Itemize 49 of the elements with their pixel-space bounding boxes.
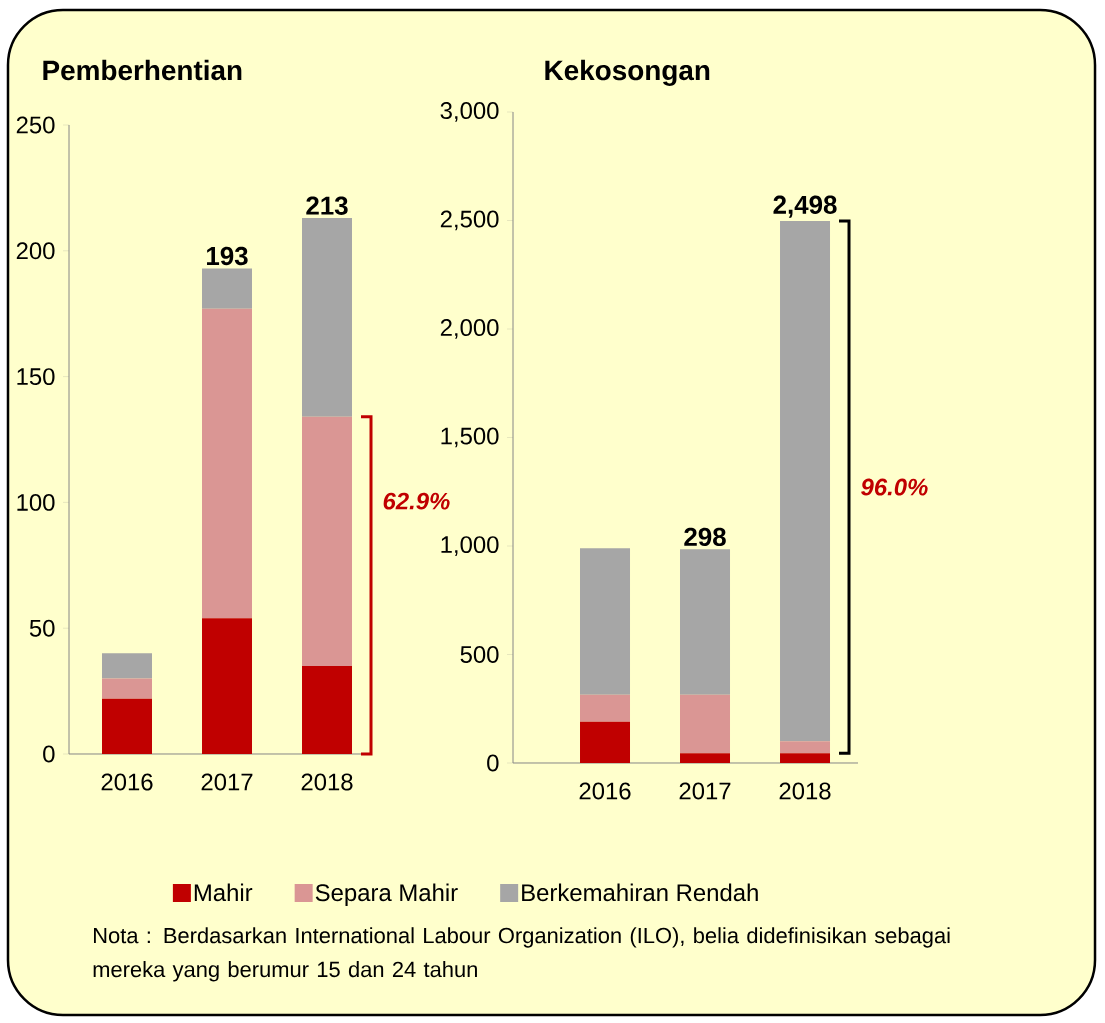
- y-tick-label: 0: [487, 754, 499, 772]
- bar: [780, 220, 831, 742]
- bar: [680, 694, 731, 754]
- y-tick-label: 200: [16, 242, 55, 260]
- bar: [302, 665, 352, 754]
- x-tick-label: 2017: [201, 773, 253, 791]
- bar: [580, 694, 631, 722]
- x-tick-label: 2016: [579, 782, 631, 800]
- y-tick-label: 2,000: [440, 319, 499, 339]
- x-tick-label: 2016: [101, 773, 153, 791]
- y-tick-label: 1,500: [441, 427, 499, 448]
- total-label: 213: [306, 196, 348, 215]
- chart-title: Kekosongan: [545, 59, 710, 86]
- y-tick-label: 1,000: [441, 536, 499, 556]
- bar: [680, 753, 731, 763]
- bar: [302, 416, 352, 666]
- legend-label: Separa Mahir: [315, 883, 458, 906]
- bar: [102, 698, 152, 754]
- bar: [780, 753, 831, 763]
- text: 62.9%: [383, 492, 450, 510]
- total-label: 2,498: [773, 195, 837, 218]
- y-tick-label: 50: [29, 619, 55, 637]
- bar: [302, 218, 352, 417]
- text: Nota : Berdasarkan International Labour Organization (ILO), belia didefinisikan sebagai mereka yang berumur 15 dan 24 tahun: [93, 927, 950, 982]
- bar: [102, 653, 152, 679]
- bar: [580, 721, 631, 763]
- total-label: 193: [207, 246, 248, 266]
- text: 96.0%: [861, 478, 928, 496]
- bar: [580, 548, 631, 695]
- y-tick-label: 0: [43, 745, 55, 763]
- y-tick-label: 3,000: [440, 102, 499, 122]
- annotation: 298: [684, 527, 726, 547]
- bar: [202, 308, 252, 619]
- x-tick-label: 2018: [301, 773, 353, 791]
- y-tick-label: 2,500: [440, 210, 499, 231]
- bar: [202, 618, 252, 754]
- x-tick-label: 2017: [679, 782, 731, 800]
- y-tick-label: 500: [460, 646, 499, 663]
- x-tick-label: 2018: [779, 782, 831, 800]
- bar: [680, 549, 731, 695]
- bar: [102, 678, 152, 699]
- y-tick-label: 100: [17, 493, 55, 511]
- legend-label: Mahir: [194, 883, 253, 902]
- bar: [780, 741, 831, 754]
- chart-title: Pemberhentian: [43, 59, 242, 81]
- legend-label: Berkemahiran Rendah: [522, 883, 758, 902]
- bar: [202, 268, 252, 309]
- y-tick-label: 150: [17, 368, 55, 386]
- y-tick-label: 250: [16, 116, 55, 134]
